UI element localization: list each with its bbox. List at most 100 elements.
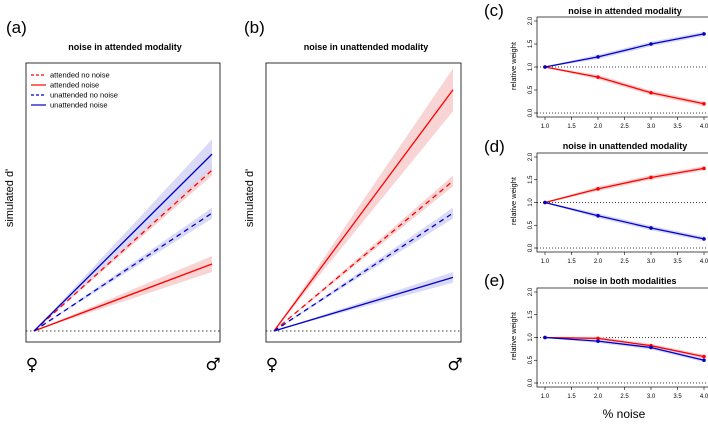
y-tick-label: 1.0	[528, 333, 534, 342]
panel-title-e: noise in both modalities	[573, 276, 676, 286]
x-tick-label: 2.0	[594, 124, 603, 130]
ylabel-e: relative weight	[509, 311, 518, 360]
y-tick-label: 1.5	[528, 175, 534, 184]
panel-label-e: (e)	[484, 271, 505, 290]
band-attended-no-noise	[274, 175, 453, 331]
ylabel-a: simulated d'	[4, 169, 16, 227]
point-unattended	[596, 213, 600, 218]
line-attended-noise	[33, 263, 213, 332]
point-unattended	[702, 32, 706, 36]
x-tick-label: 2.5	[620, 394, 629, 400]
panel-label-b: (b)	[244, 18, 265, 37]
band-unattended-no-noise	[274, 207, 453, 331]
point-attended	[596, 75, 600, 79]
line-attended-no-noise	[273, 180, 454, 332]
line-unattended-noise	[273, 276, 454, 332]
x-tick-label: 4.0	[700, 394, 708, 400]
xsym-left-a: ♀	[26, 355, 38, 375]
y-tick-label: 1.0	[528, 198, 534, 207]
plot-frame	[25, 62, 221, 343]
point-attended	[649, 90, 653, 95]
x-tick-label: 3.5	[673, 394, 682, 400]
y-tick-label: 0.0	[528, 108, 534, 117]
band-unattended-noise	[34, 139, 212, 331]
xsym-left-b: ♀	[266, 355, 278, 375]
line-unattended	[544, 33, 705, 68]
point-unattended	[543, 200, 547, 205]
line-attended	[544, 336, 705, 358]
point-unattended	[596, 55, 600, 59]
y-tick-label: 2.0	[528, 287, 534, 296]
y-tick-label: 1.0	[528, 62, 534, 71]
point-unattended	[543, 65, 547, 69]
point-attended	[596, 336, 600, 341]
x-tick-label: 1.0	[541, 124, 550, 130]
point-unattended	[596, 339, 600, 343]
band-unattended-noise	[274, 272, 453, 331]
plot-frame	[536, 16, 708, 118]
plot-frame	[265, 62, 462, 343]
x-tick-label: 2.5	[620, 124, 629, 130]
band-unattended	[545, 31, 704, 68]
shared-xlabel: % noise	[603, 407, 646, 421]
x-tick-label: 4.0	[700, 259, 708, 265]
line-attended-no-noise	[33, 169, 213, 332]
line-attended	[544, 167, 705, 204]
band-attended-noise	[274, 68, 453, 332]
legend-label: unattended noise	[50, 101, 108, 110]
xsym-right-a: ♂	[205, 355, 220, 375]
line-attended-noise	[273, 89, 454, 332]
y-tick-label: 0.5	[528, 220, 534, 229]
legend-label: attended noise	[50, 81, 99, 90]
x-tick-label: 3.0	[647, 259, 656, 265]
point-unattended	[543, 335, 547, 340]
point-attended	[596, 187, 600, 191]
x-tick-label: 1.5	[567, 394, 576, 400]
y-tick-label: 2.0	[528, 16, 534, 25]
ylabel-d: relative weight	[509, 176, 518, 225]
x-tick-label: 3.5	[673, 124, 682, 130]
line-unattended	[544, 336, 705, 361]
plot-frame	[536, 152, 708, 253]
panel-label-a: (a)	[6, 18, 27, 37]
x-tick-label: 2.0	[594, 394, 603, 400]
y-tick-label: 0.5	[528, 85, 534, 94]
band-unattended-no-noise	[34, 207, 212, 331]
point-attended	[649, 175, 653, 180]
band-attended	[545, 336, 704, 359]
point-attended	[702, 166, 706, 171]
y-tick-label: 1.5	[528, 310, 534, 319]
legend-label: attended no noise	[50, 71, 110, 80]
point-unattended	[649, 42, 653, 46]
x-tick-label: 2.5	[620, 259, 629, 265]
x-tick-label: 3.0	[647, 124, 656, 130]
xsym-right-b: ♂	[447, 355, 462, 375]
y-tick-label: 0.0	[528, 378, 534, 387]
point-unattended	[702, 358, 706, 363]
point-unattended	[649, 226, 653, 230]
point-unattended	[702, 237, 706, 241]
y-tick-label: 1.5	[528, 39, 534, 48]
x-tick-label: 3.5	[673, 259, 682, 265]
point-attended	[702, 354, 706, 359]
point-attended	[702, 102, 706, 106]
ylabel-b: simulated d'	[244, 169, 256, 227]
legend-label: unattended no noise	[50, 91, 118, 100]
band-attended	[545, 66, 704, 107]
y-tick-label: 2.0	[528, 152, 534, 161]
x-tick-label: 2.0	[594, 259, 603, 265]
x-tick-label: 1.5	[567, 259, 576, 265]
band-attended	[545, 166, 704, 203]
line-attended	[544, 66, 705, 105]
panel-label-d: (d)	[484, 137, 505, 156]
y-tick-label: 0.0	[528, 243, 534, 252]
ylabel-c: relative weight	[509, 41, 518, 90]
band-attended-noise	[34, 255, 212, 331]
x-tick-label: 1.0	[541, 394, 550, 400]
point-unattended	[649, 345, 653, 350]
x-tick-label: 4.0	[700, 124, 708, 130]
line-unattended	[544, 201, 705, 240]
x-tick-label: 3.0	[647, 394, 656, 400]
x-tick-label: 1.5	[567, 124, 576, 130]
